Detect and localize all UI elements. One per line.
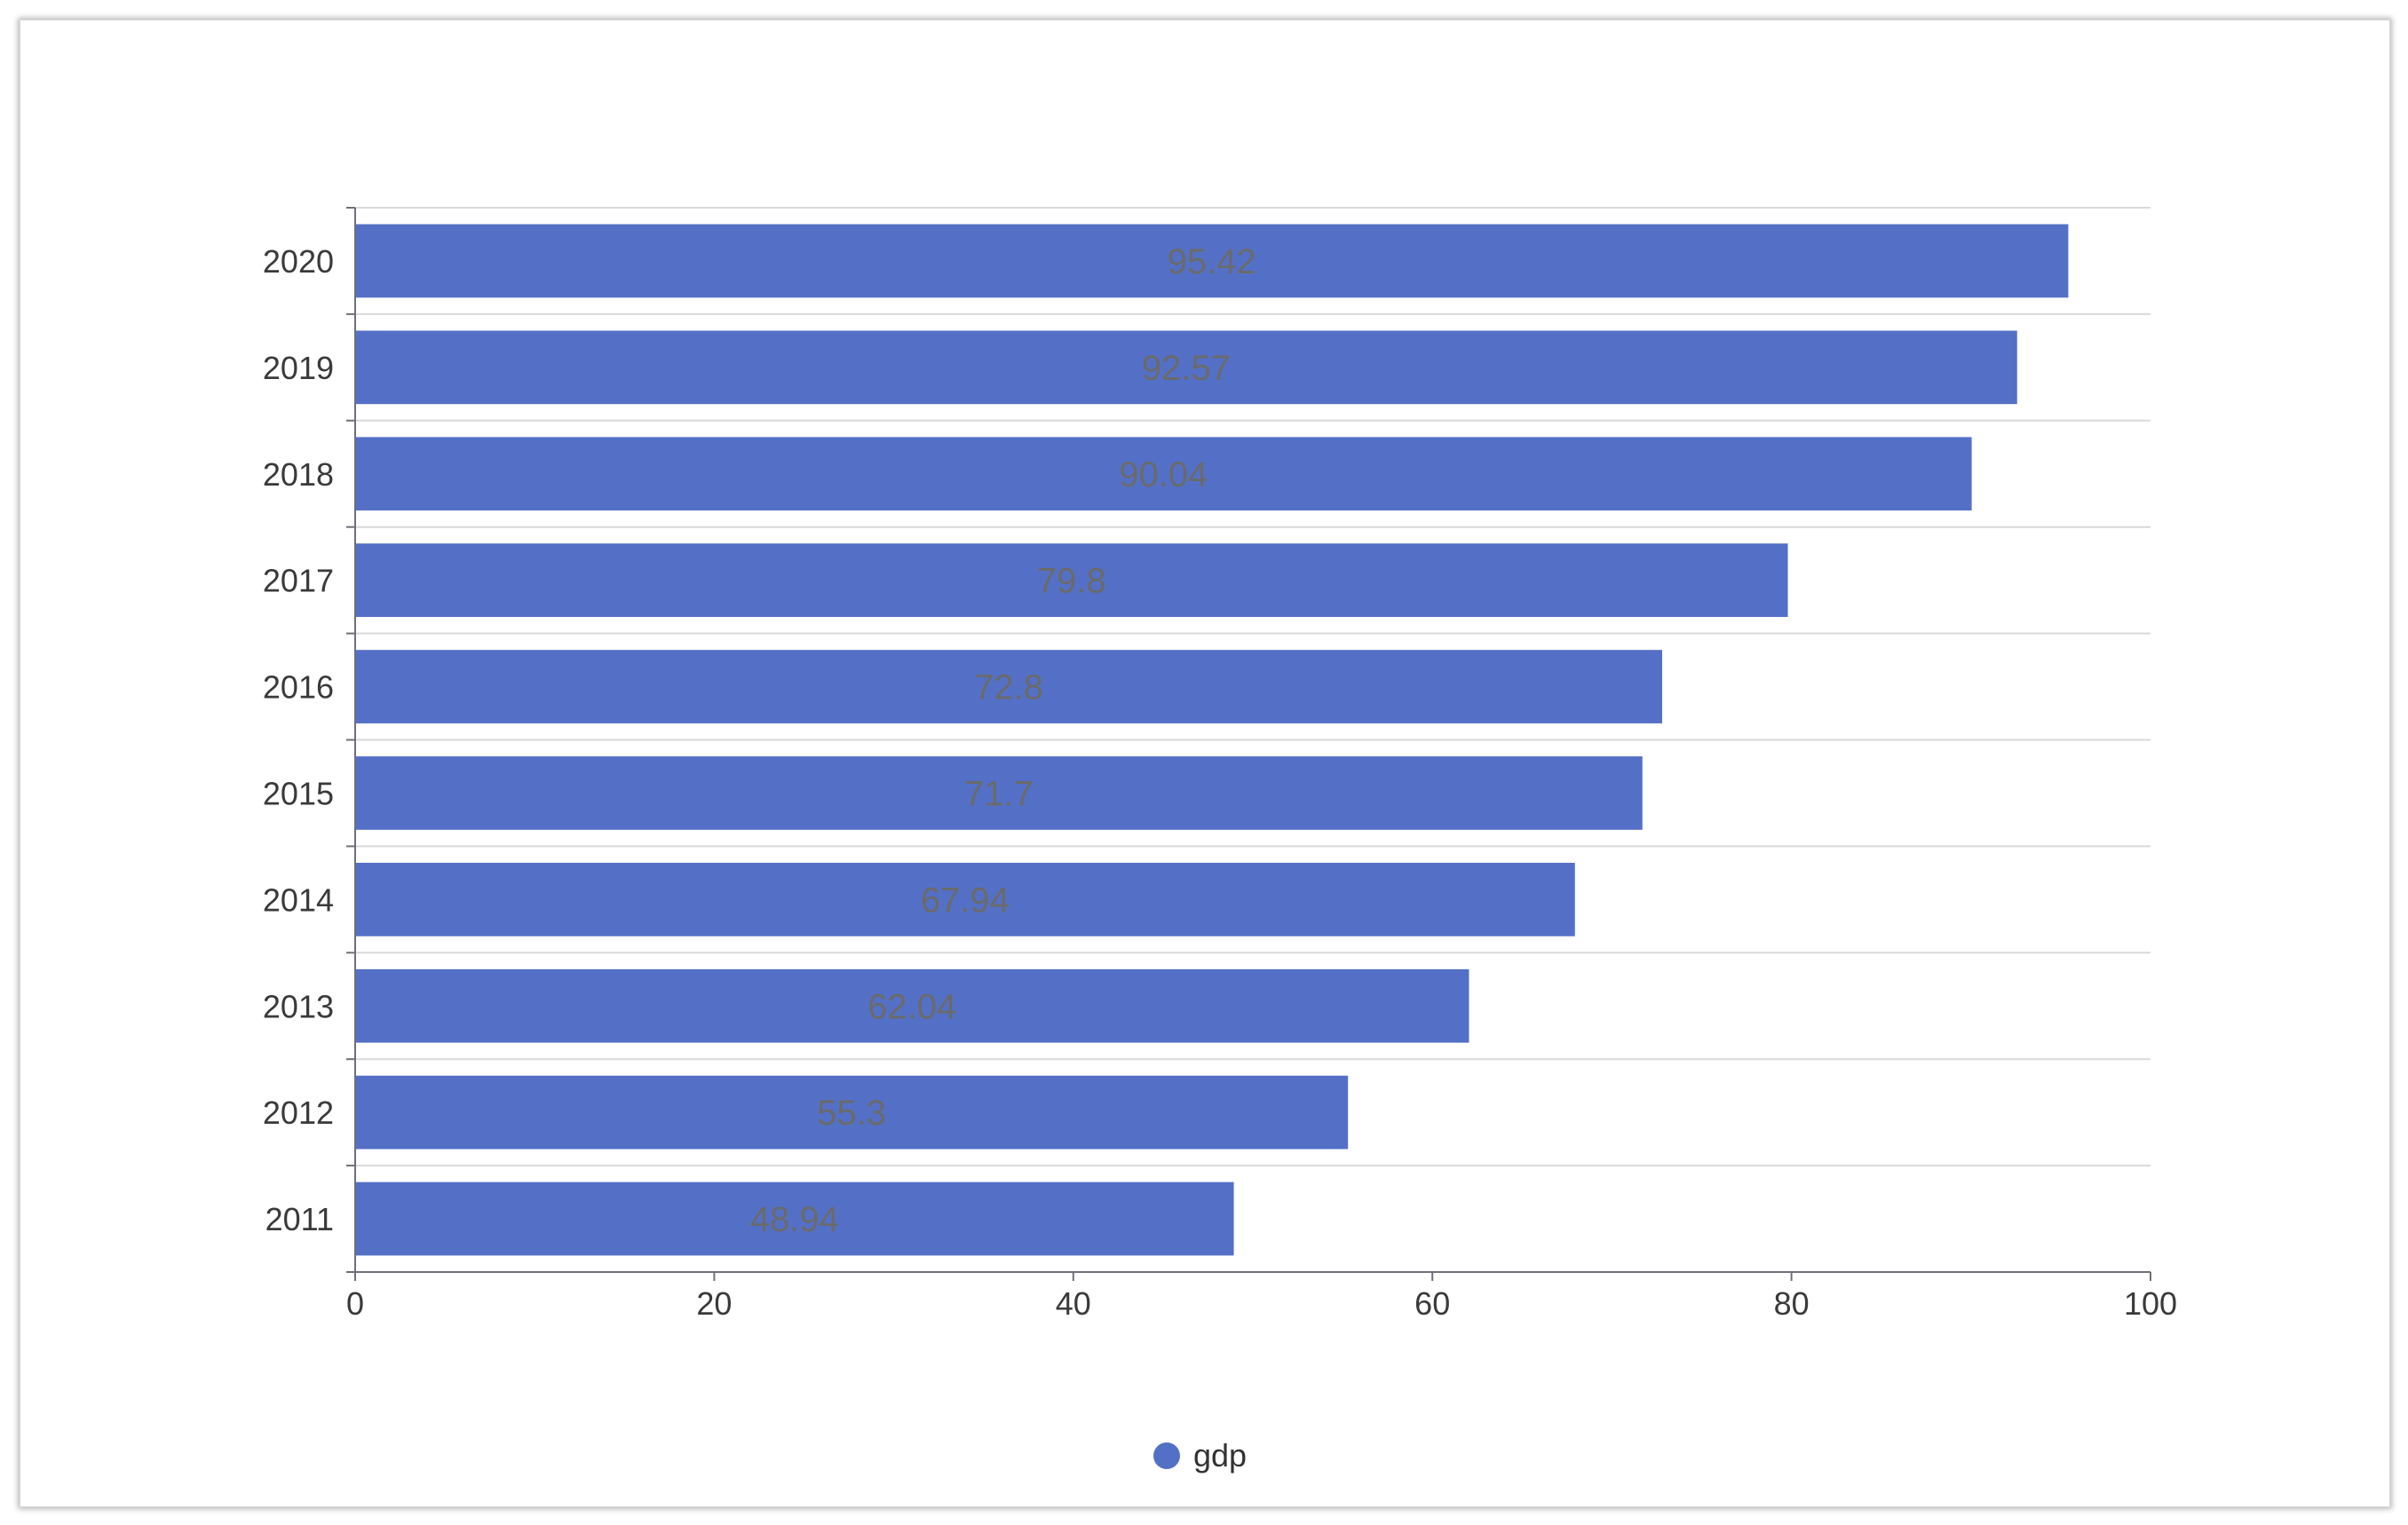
bar[interactable] <box>356 543 1788 618</box>
data-label: 72.8 <box>974 668 1043 707</box>
grid-lines <box>355 207 2151 1273</box>
bar[interactable] <box>356 437 1972 511</box>
y-tick-label: 2020 <box>263 243 334 280</box>
x-tick-label: 100 <box>2124 1285 2177 1322</box>
data-label: 67.94 <box>921 881 1010 920</box>
bar[interactable] <box>356 862 1575 936</box>
bar[interactable] <box>356 650 1663 723</box>
data-label: 48.94 <box>750 1200 839 1239</box>
x-tick-label: 80 <box>1774 1285 1810 1322</box>
axes: 0 20 40 60 80 100 2020 2019 2018 2017 2016 2015 2014… <box>263 207 2177 1322</box>
y-tick-label: 2011 <box>265 1201 334 1237</box>
bar[interactable] <box>356 756 1643 830</box>
legend[interactable]: gdp <box>1153 1437 1247 1474</box>
data-label: 55.3 <box>817 1094 886 1133</box>
x-tick-label: 20 <box>696 1285 732 1322</box>
data-labels: 95.42 92.57 90.04 79.8 72.8 71.7 67.94 62.04 55.… <box>750 242 1256 1239</box>
y-tick-label: 2016 <box>263 669 334 706</box>
y-tick-label: 2015 <box>263 775 334 811</box>
x-tick-label: 40 <box>1056 1285 1091 1322</box>
y-tick-label: 2019 <box>263 350 334 386</box>
legend-marker[interactable] <box>1153 1442 1180 1469</box>
bar[interactable] <box>356 224 2069 298</box>
x-tick-label: 0 <box>346 1285 364 1322</box>
data-label: 62.04 <box>867 987 956 1026</box>
bar[interactable] <box>356 968 1469 1043</box>
bar[interactable] <box>356 330 2017 405</box>
y-tick-label: 2013 <box>263 988 334 1024</box>
data-label: 79.8 <box>1037 562 1106 601</box>
data-label: 71.7 <box>964 774 1034 813</box>
data-label: 90.04 <box>1119 455 1208 494</box>
y-tick-label: 2014 <box>263 881 334 918</box>
data-label: 95.42 <box>1168 242 1256 281</box>
legend-label[interactable]: gdp <box>1193 1437 1247 1474</box>
y-tick-label: 2018 <box>263 456 334 493</box>
bar[interactable] <box>356 1181 1234 1256</box>
bar[interactable] <box>356 1075 1349 1150</box>
data-label: 92.57 <box>1142 349 1231 388</box>
y-tick-label: 2017 <box>263 563 334 599</box>
x-tick-label: 60 <box>1414 1285 1450 1322</box>
bars <box>356 224 2069 1256</box>
y-tick-label: 2012 <box>263 1094 334 1131</box>
